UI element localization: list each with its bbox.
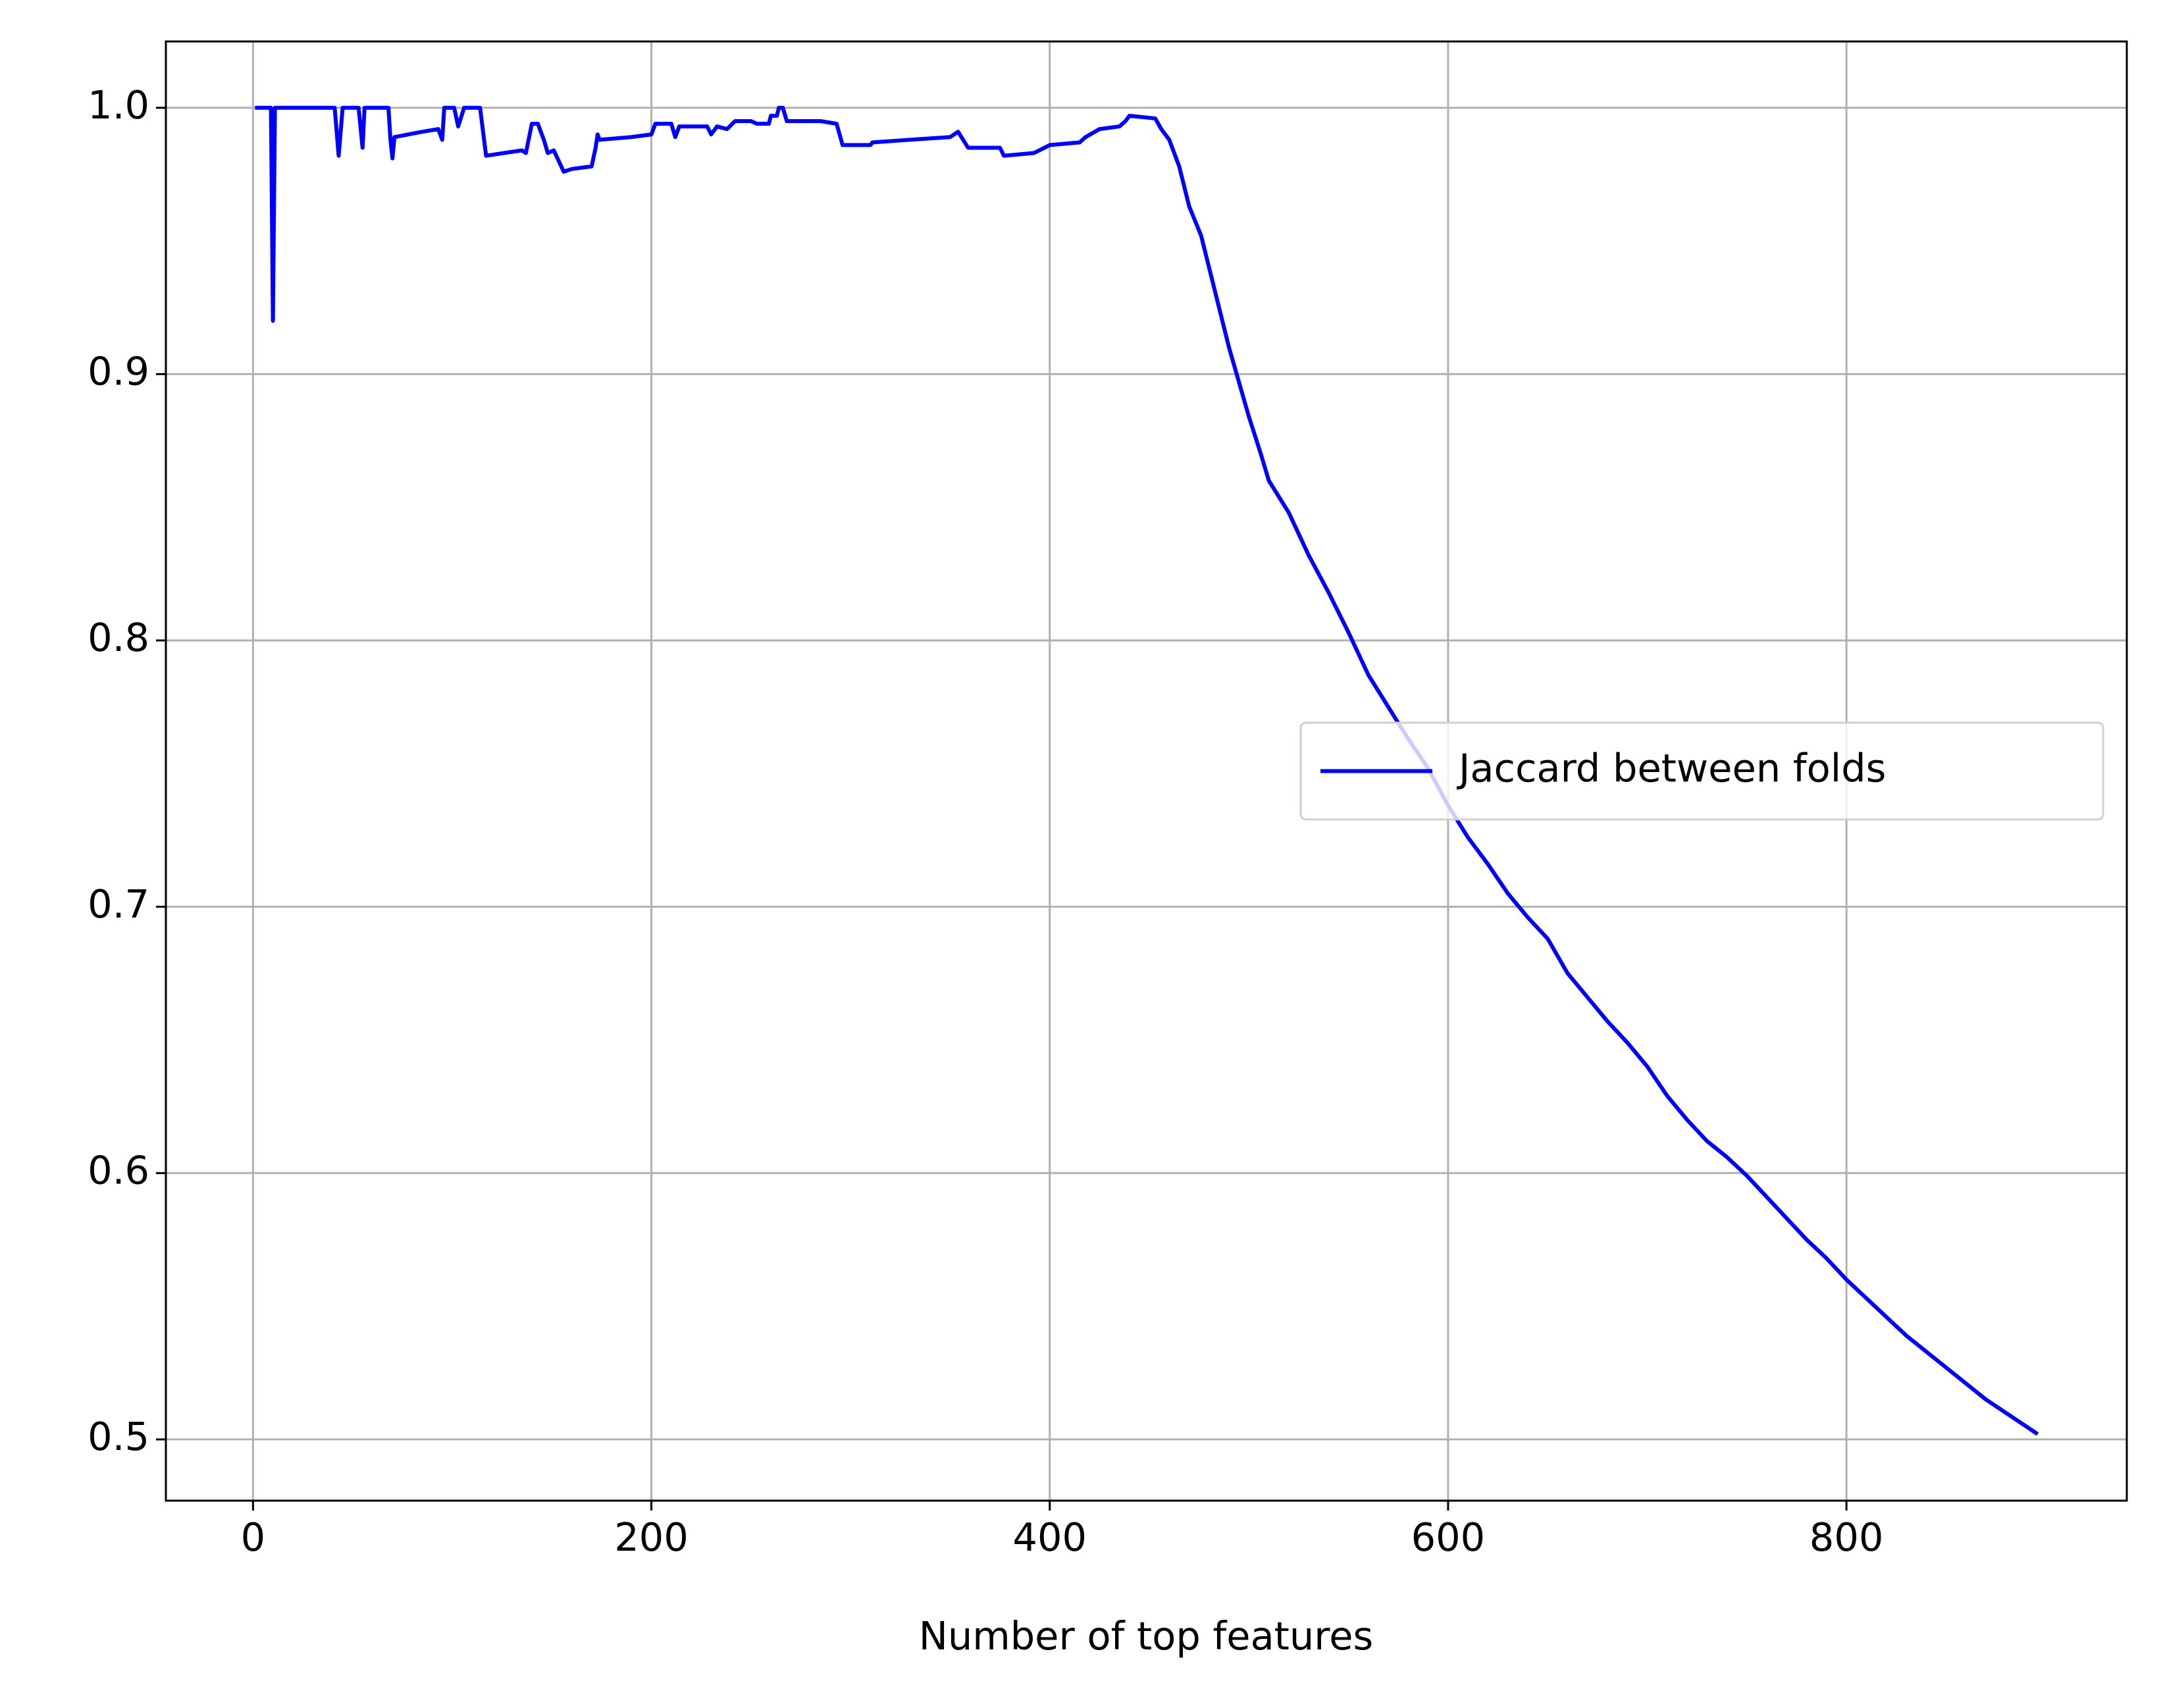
y-tick-label: 1.0	[88, 82, 149, 128]
y-tick-label: 0.6	[88, 1147, 149, 1193]
y-tick-label: 0.5	[88, 1414, 149, 1459]
legend-box	[1299, 721, 2104, 821]
x-tick-label: 800	[1810, 1514, 1884, 1560]
y-tick-label: 0.8	[88, 615, 149, 660]
y-tick-label: 0.9	[88, 348, 149, 394]
x-axis-label: Number of top features	[919, 1613, 1374, 1659]
x-tick-label: 200	[614, 1514, 689, 1560]
x-tick-label: 400	[1012, 1514, 1087, 1560]
data-line	[255, 105, 2039, 1436]
x-tick-label: 0	[241, 1514, 266, 1560]
x-tick-label: 600	[1411, 1514, 1486, 1560]
y-tick-label: 0.7	[88, 881, 149, 927]
legend-label: Jaccard between folds	[1456, 746, 1886, 791]
axes-frame	[165, 40, 2128, 1502]
